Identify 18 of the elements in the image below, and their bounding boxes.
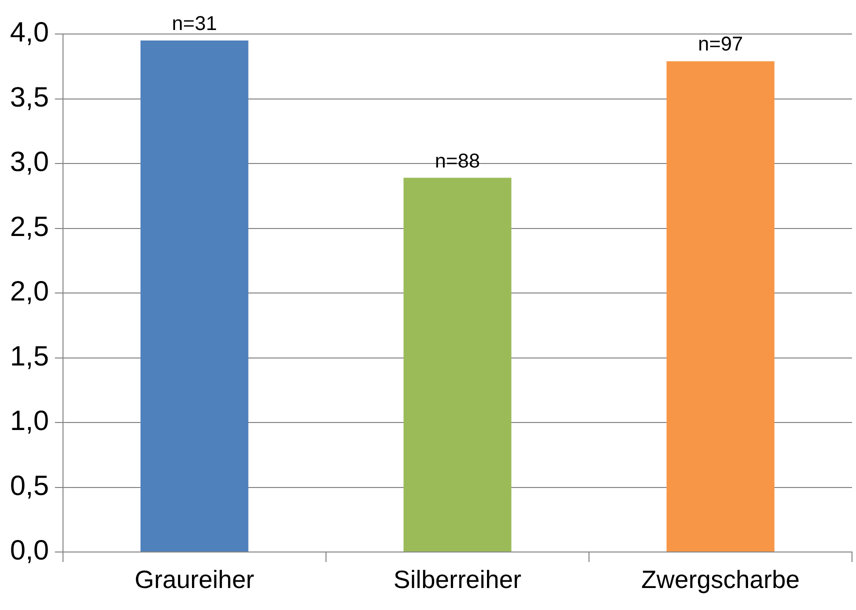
x-tick-label: Silberreiher bbox=[394, 566, 522, 594]
y-tick-label: 0,0 bbox=[10, 534, 49, 566]
y-tick-label: 2,5 bbox=[10, 210, 49, 242]
bar bbox=[666, 61, 774, 552]
x-tick-label: Graureiher bbox=[134, 566, 254, 594]
y-tick-label: 1,5 bbox=[10, 340, 49, 372]
x-tick-label: Zwergscharbe bbox=[641, 566, 800, 594]
bar bbox=[404, 178, 512, 552]
y-tick-label: 3,0 bbox=[10, 146, 49, 178]
annotation: n=31 bbox=[172, 12, 217, 35]
annotation: n=88 bbox=[434, 150, 480, 172]
y-tick-label: 2,0 bbox=[10, 276, 49, 307]
y-tick-label: 3,5 bbox=[10, 81, 49, 112]
y-tick-label: 1,0 bbox=[10, 405, 49, 436]
y-tick-label: 0,5 bbox=[10, 470, 49, 501]
annotation: n=97 bbox=[698, 34, 744, 56]
bar bbox=[140, 40, 248, 552]
y-tick-label: 4,0 bbox=[10, 16, 49, 48]
